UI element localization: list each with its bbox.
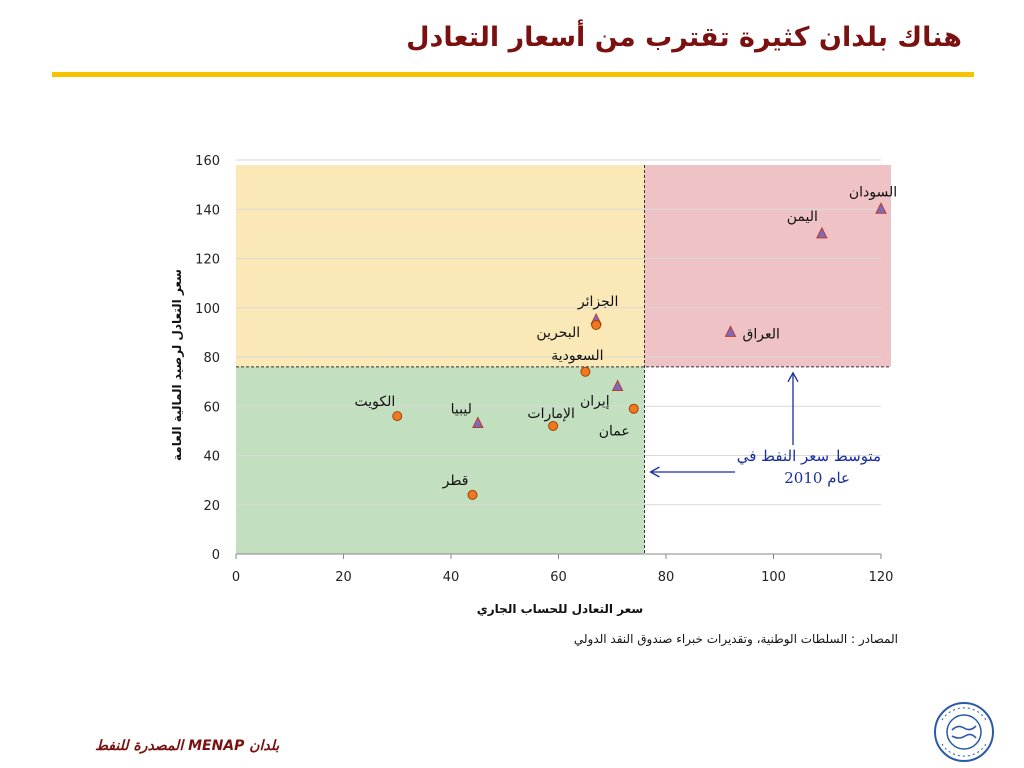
x-axis-title: سعر التعادل للحساب الجاري	[477, 602, 643, 616]
y-tick-label: 40	[203, 450, 220, 465]
point-label: الإمارات	[527, 406, 574, 422]
x-tick-label: 80	[658, 570, 675, 585]
point-marker-circle	[580, 366, 591, 377]
x-tick-label: 20	[335, 570, 352, 585]
point-label: إيران	[580, 394, 610, 410]
y-tick-label: 160	[195, 154, 220, 169]
point-label: اليمن	[787, 209, 818, 225]
point-marker-circle	[548, 420, 559, 431]
y-tick-label: 20	[203, 499, 220, 514]
y-tick-label: 80	[203, 351, 220, 366]
x-tick-label: 120	[869, 570, 894, 585]
point-marker-triangle	[875, 202, 887, 214]
x-tick-label: 100	[761, 570, 786, 585]
zone-fiscal-risk	[236, 165, 645, 367]
source-note: المصادر : السلطات الوطنية، وتقديرات خبرا…	[573, 632, 898, 646]
footer-text: بلدان MENAP المصدرة للنفط	[95, 738, 280, 754]
point-label: عمان	[599, 424, 630, 440]
x-tick-label: 0	[232, 570, 240, 585]
y-tick-label: 100	[195, 302, 220, 317]
point-label: ليبيا	[451, 401, 472, 417]
y-tick-label: 0	[212, 548, 220, 563]
zone-high-risk	[644, 165, 891, 367]
reference-label-line1: متوسط سعر النفط في	[737, 447, 881, 465]
point-label: الكويت	[354, 394, 395, 410]
point-marker-triangle	[724, 325, 737, 337]
point-marker-triangle	[611, 379, 624, 392]
x-tick-label: 60	[550, 570, 567, 585]
point-label: السعودية	[551, 348, 603, 364]
x-tick-label: 40	[443, 570, 460, 585]
point-label: الجزائر	[577, 294, 618, 310]
point-label: قطر	[442, 473, 469, 489]
point-marker-circle	[392, 411, 403, 422]
arrowhead-left-icon	[649, 466, 660, 478]
y-axis-title: سعر التعادل لرصيد المالية العامة	[170, 269, 184, 461]
arrowhead-up-icon	[787, 371, 799, 383]
point-marker-circle	[467, 489, 478, 500]
reference-label-line2: عام 2010	[784, 469, 850, 487]
point-label: البحرين	[536, 325, 580, 341]
point-marker-circle	[628, 403, 639, 414]
point-label: العراق	[743, 326, 780, 342]
point-marker-circle	[591, 319, 602, 330]
point-marker-triangle	[472, 416, 484, 428]
y-tick-label: 140	[195, 203, 220, 218]
point-marker-triangle	[816, 226, 828, 239]
zone-low-risk	[236, 366, 645, 554]
imf-seal-icon	[934, 702, 994, 762]
y-tick-label: 60	[203, 400, 220, 415]
y-tick-label: 120	[195, 253, 220, 268]
slide-title: هناك بلدان كثيرة تقترب من أسعار التعادل	[406, 22, 962, 53]
point-label: السودان	[849, 184, 897, 200]
title-rule	[52, 72, 974, 77]
